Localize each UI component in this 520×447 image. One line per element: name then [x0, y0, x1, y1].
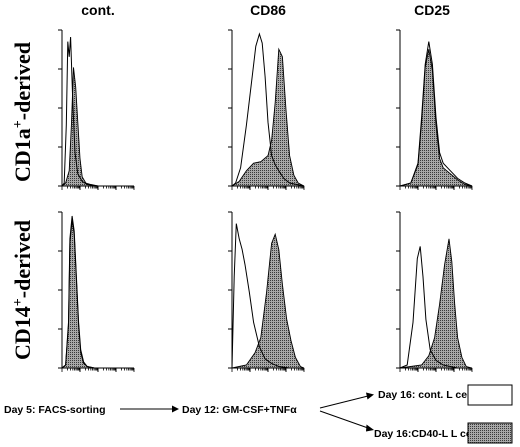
- protocol-schema: Day 5: FACS-sorting Day 12: GM-CSF+TNFα …: [4, 384, 513, 444]
- legend-swatch-control: [467, 384, 513, 406]
- histogram-cd40l-l-cells: [60, 67, 134, 187]
- arrowhead-2: [366, 392, 374, 400]
- histogram-control-l-cells: [231, 223, 304, 369]
- arrow-to-control: [319, 395, 369, 409]
- schema-step-culture: Day 12: GM-CSF+TNFα: [182, 404, 297, 416]
- arrowhead-3: [366, 424, 374, 432]
- schema-branch-cd40l: Day 16:CD40-L L cells: [374, 428, 483, 440]
- schema-step-sorting: Day 5: FACS-sorting: [4, 404, 106, 416]
- histogram-cd40l-l-cells: [231, 232, 305, 369]
- panel-cd1aderived-cd25: [396, 29, 473, 190]
- panel-cd14derived-cd86: [228, 211, 305, 372]
- arrow-to-cd40l: [319, 410, 369, 429]
- column-title-cd25: CD25: [414, 2, 450, 18]
- row-label-cd14: CD14+-derived: [10, 220, 35, 360]
- panel-cd1aderived-cont: [58, 29, 135, 190]
- histogram-control-l-cells: [399, 246, 472, 369]
- histogram-control-l-cells: [399, 41, 473, 187]
- histogram-control-l-cells: [61, 36, 134, 187]
- panel-cd1aderived-cd86: [228, 29, 305, 190]
- histogram-cd40l-l-cells: [399, 238, 473, 369]
- schema-branch-control: Day 16: cont. L cells: [378, 389, 479, 401]
- arrowhead-1: [172, 405, 179, 413]
- legend-swatch-cd40l: [467, 422, 513, 444]
- column-title-cont: cont.: [81, 2, 114, 18]
- histogram-cd40l-l-cells: [230, 47, 305, 187]
- histogram-panels: [58, 29, 473, 372]
- histogram-cd40l-l-cells: [60, 220, 134, 369]
- panel-cd14derived-cd25: [396, 211, 473, 372]
- panel-cd14derived-cont: [58, 211, 135, 372]
- histogram-control-l-cells: [60, 215, 134, 369]
- column-title-cd86: CD86: [250, 2, 286, 18]
- histogram-control-l-cells: [230, 32, 305, 187]
- row-label-cd1a: CD1a+-derived: [10, 42, 35, 182]
